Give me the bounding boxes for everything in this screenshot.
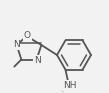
Text: NH: NH [63, 81, 76, 90]
Text: N: N [34, 56, 41, 65]
Text: O: O [24, 31, 31, 40]
Text: N: N [13, 40, 20, 49]
